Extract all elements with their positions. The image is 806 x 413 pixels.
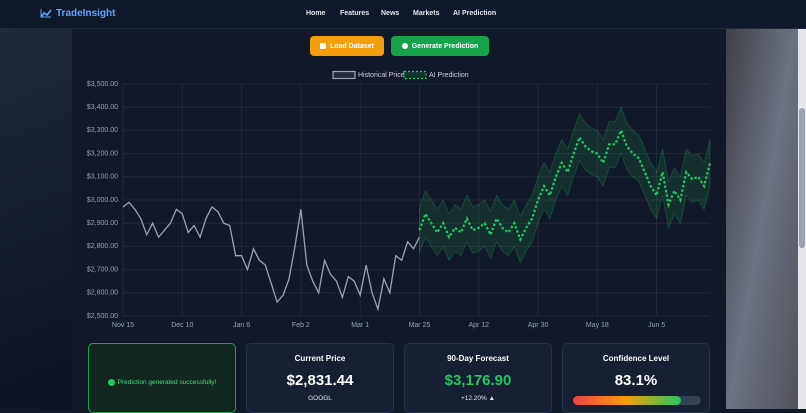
history-line [122, 201, 421, 312]
status-card: Prediction generated successfully! [88, 343, 236, 413]
x-tick-label: Mar 1 [351, 322, 369, 329]
confidence-band [419, 106, 711, 264]
y-tick-label: $3,500.00 [87, 81, 118, 88]
status-text: Prediction generated successfully! [117, 379, 217, 386]
button-label: Generate Prediction [411, 42, 479, 50]
y-tick-label: $3,200.00 [87, 150, 118, 157]
legend-label: Historical Price [358, 72, 405, 79]
y-tick-label: $3,400.00 [87, 104, 118, 111]
card-title: Current Price [294, 354, 346, 363]
side-background [0, 28, 72, 409]
confidence-track [573, 396, 701, 405]
logo-icon [40, 9, 52, 18]
prediction-line [418, 127, 712, 243]
y-tick-label: $3,100.00 [87, 174, 118, 181]
load-button[interactable]: Load Dataset [310, 36, 384, 56]
card-note: +12.20% ▲ [460, 395, 496, 402]
y-tick-label: $2,800.00 [87, 243, 118, 250]
y-tick-label: $2,500.00 [87, 313, 118, 320]
y-tick-label: $2,900.00 [87, 220, 118, 227]
forecast-card: 90-Day Forecast $3,176.90 +12.20% ▲ [404, 343, 552, 413]
navbar: TradeInsight Home Features News Markets … [0, 0, 806, 29]
y-tick-label: $2,700.00 [87, 266, 118, 273]
card-title: Confidence Level [602, 354, 670, 363]
y-tick-label: $3,300.00 [87, 127, 118, 134]
scrollbar[interactable] [798, 28, 806, 409]
x-tick-label: May 18 [586, 322, 609, 329]
y-tick-label: $2,600.00 [87, 290, 118, 297]
icon [401, 43, 408, 49]
legend-label: AI Prediction [429, 72, 469, 79]
nav-link[interactable]: Home [306, 10, 326, 17]
x-tick-label: Nov 15 [112, 322, 134, 329]
x-tick-label: Apr 30 [528, 322, 549, 329]
side-background [726, 28, 798, 409]
legend-swatch [332, 70, 356, 80]
price-card: Current Price $2,831.44 GOOGL [246, 343, 394, 413]
nav-link[interactable]: News [381, 10, 400, 17]
card-title: 90-Day Forecast [447, 354, 509, 363]
brand[interactable]: TradeInsight [56, 8, 116, 19]
x-tick-label: Jun 5 [648, 322, 665, 329]
x-tick-label: Jan 6 [233, 322, 250, 329]
y-tick-label: $3,000.00 [87, 197, 118, 204]
confidence-card: Confidence Level 83.1% [562, 343, 710, 413]
x-tick-label: Mar 25 [409, 322, 431, 329]
check-icon [107, 379, 115, 386]
nav-link[interactable]: Markets [413, 10, 440, 17]
card-value: $2,831.44 [286, 372, 354, 389]
predict-button[interactable]: Generate Prediction [391, 36, 489, 56]
card-value: $3,176.90 [444, 372, 512, 389]
status: Prediction generated successfully! [89, 379, 235, 386]
button-label: Load Dataset [330, 42, 374, 50]
legend-swatch [403, 70, 427, 80]
nav-link[interactable]: AI Prediction [453, 10, 497, 17]
x-tick-label: Apr 12 [468, 322, 489, 329]
card-note: GOOGL [308, 395, 332, 402]
confidence-fill [573, 396, 681, 405]
card-value: 83.1% [614, 372, 658, 389]
nav-link[interactable]: Features [340, 10, 370, 17]
x-tick-label: Dec 10 [171, 322, 193, 329]
x-tick-label: Feb 2 [292, 322, 310, 329]
icon [320, 43, 327, 49]
